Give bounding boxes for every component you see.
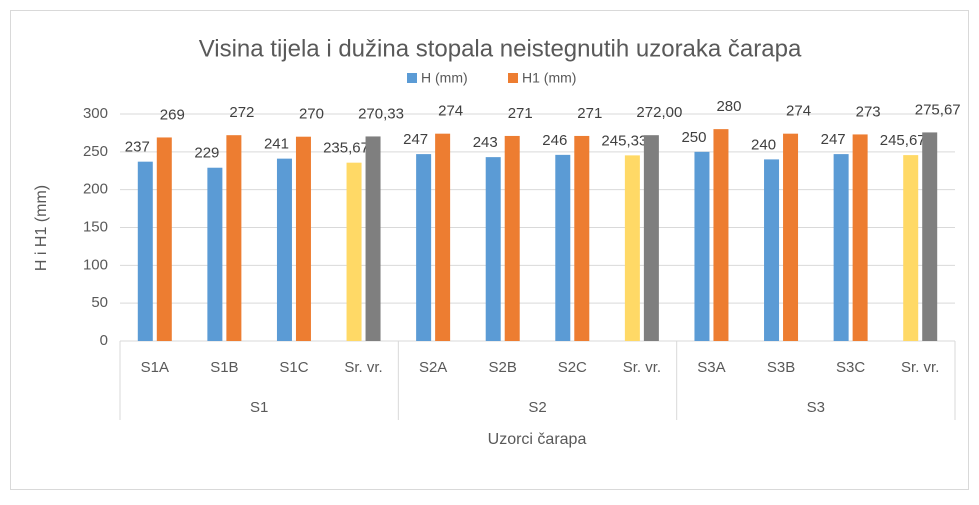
y-tick-label: 50 [91,294,108,311]
bar [485,157,501,341]
data-label: 237 [125,139,150,156]
bar [276,158,292,341]
x-axis-title: Uzorci čarapa [488,431,587,448]
bar [295,136,311,341]
data-label: 271 [577,105,602,122]
x-tick-label: S2A [419,359,447,376]
chart-title: Visina tijela i dužina stopala neistegnu… [199,35,802,62]
data-label: 240 [751,136,776,153]
bar [416,154,432,341]
bar [156,137,172,341]
x-tick-label: Sr. vr. [344,359,382,376]
bar [852,134,868,341]
group-label: S3 [807,399,825,416]
data-label: 241 [264,136,289,153]
data-label: 250 [681,129,706,146]
x-tick-label: S2B [489,359,517,376]
x-tick-label: S1C [279,359,308,376]
bar [713,129,729,341]
y-tick-label: 300 [83,105,108,122]
x-tick-label: S3A [697,359,725,376]
data-label: 245,33 [601,132,647,149]
data-label: 235,67 [323,140,369,157]
x-tick-label: S3B [767,359,795,376]
legend-swatch [407,73,417,83]
bar [764,159,780,341]
y-tick-label: 250 [83,143,108,160]
y-tick-label: 200 [83,181,108,198]
bar [624,155,640,341]
bar [226,135,242,341]
x-tick-label: S2C [558,359,587,376]
bar [346,162,362,341]
y-tick-label: 150 [83,218,108,235]
x-tick-label: Sr. vr. [901,359,939,376]
legend-label: H1 (mm) [522,70,576,86]
group-label: S1 [250,399,268,416]
data-label: 274 [438,103,463,120]
bar [574,135,590,341]
data-label: 272 [229,104,254,121]
bar [922,132,938,341]
data-label: 269 [160,106,185,123]
bar [833,154,849,341]
data-label: 280 [716,98,741,115]
bar [783,133,799,341]
data-label: 273 [856,103,881,120]
data-label: 274 [786,103,811,120]
data-label: 246 [542,132,567,149]
bar [137,161,153,341]
x-tick-label: Sr. vr. [623,359,661,376]
y-tick-label: 0 [100,332,108,349]
legend-swatch [508,73,518,83]
x-tick-label: S3C [836,359,865,376]
bar [504,135,520,341]
data-label: 270,33 [358,105,404,122]
bar [207,167,223,341]
data-label: 275,67 [915,101,961,118]
data-label: 271 [508,105,533,122]
bar [365,136,381,341]
bar [694,151,710,341]
data-label: 247 [403,131,428,148]
data-label: 272,00 [636,104,682,121]
y-tick-label: 100 [83,256,108,273]
data-label: 247 [821,131,846,148]
group-label: S2 [528,399,546,416]
data-label: 245,67 [880,132,926,149]
data-label: 243 [473,134,498,151]
legend-label: H (mm) [421,70,468,86]
bar [903,155,919,341]
x-tick-label: S1A [141,359,169,376]
bar [555,154,571,341]
bar [435,133,451,341]
data-label: 229 [194,145,219,162]
data-label: 270 [299,106,324,123]
y-axis-title: H i H1 (mm) [33,185,50,271]
x-tick-label: S1B [210,359,238,376]
bar [643,135,659,341]
